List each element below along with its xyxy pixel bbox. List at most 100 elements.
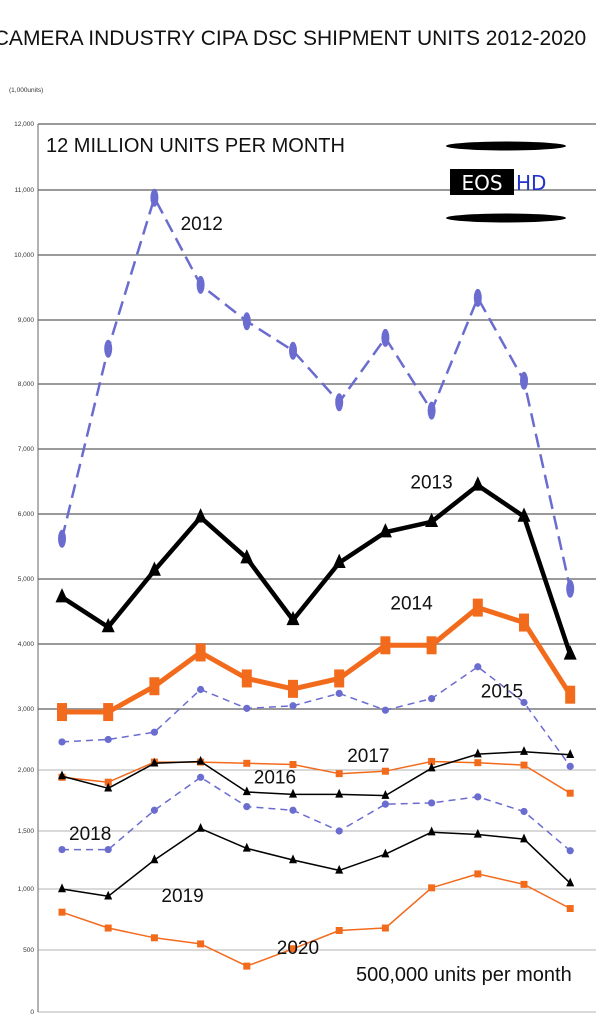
bottom-note: 500,000 units per month — [356, 964, 572, 986]
data-point — [381, 328, 390, 347]
data-point — [520, 833, 528, 843]
data-point — [566, 789, 574, 797]
data-point — [289, 806, 297, 814]
data-point — [58, 770, 66, 780]
data-point — [473, 828, 482, 838]
data-point — [55, 588, 69, 603]
data-point — [242, 786, 251, 796]
logo-top-lens-bar — [446, 141, 566, 151]
y-tick-label: 3,000 — [18, 706, 35, 713]
unit-label: (1,000units) — [9, 87, 43, 94]
data-point — [150, 188, 159, 207]
y-tick-label: 6,000 — [18, 511, 35, 518]
series-label-2014: 2014 — [390, 594, 433, 615]
data-point — [566, 847, 574, 855]
data-point — [427, 762, 436, 772]
eoshd-logo: EOS HD — [446, 141, 566, 223]
data-point — [520, 761, 528, 769]
data-point — [150, 757, 159, 767]
data-point — [563, 645, 577, 660]
logo-hd-text: HD — [516, 171, 546, 195]
data-point — [428, 695, 436, 703]
y-tick-label: 12,000 — [14, 121, 34, 128]
series-label-2020: 2020 — [277, 938, 319, 959]
series-2016 — [58, 746, 575, 799]
data-point — [566, 905, 574, 913]
data-point — [381, 790, 390, 799]
series-label-2013: 2013 — [410, 472, 452, 493]
data-point — [289, 341, 297, 360]
data-point — [473, 288, 482, 307]
data-point — [57, 703, 67, 722]
data-point — [197, 940, 205, 948]
data-point — [196, 755, 205, 765]
y-tick-label: 10,000 — [14, 252, 34, 259]
data-point — [243, 803, 251, 811]
data-point — [335, 864, 344, 874]
gridlines — [38, 123, 596, 1013]
series-labels: 2012 2013 2014 2015 2017 2016 2018 2019 2020 — [69, 214, 523, 959]
data-point — [196, 822, 205, 832]
data-point — [289, 702, 297, 710]
top-note: 12 MILLION UNITS PER MONTH — [46, 135, 345, 157]
series-2014 — [57, 598, 576, 722]
data-point — [380, 636, 391, 655]
data-point — [286, 610, 300, 626]
series-2019 — [58, 822, 575, 900]
data-point — [520, 807, 528, 816]
data-point — [58, 529, 66, 548]
data-point — [289, 761, 297, 769]
data-point — [425, 512, 439, 527]
data-point — [150, 934, 158, 942]
data-point — [520, 746, 528, 755]
series-2020 — [58, 870, 574, 970]
data-point — [195, 643, 206, 662]
series-label-2015: 2015 — [481, 682, 523, 703]
data-point — [381, 848, 390, 858]
data-point — [196, 275, 205, 294]
data-point — [472, 598, 483, 617]
data-point — [520, 371, 528, 390]
series-2013 — [55, 476, 577, 660]
data-point — [242, 842, 251, 852]
series-label-2019: 2019 — [161, 886, 203, 907]
series-line-2020 — [61, 873, 571, 967]
logo-eos-text: EOS — [461, 171, 502, 195]
data-point — [335, 926, 343, 934]
data-point — [335, 689, 343, 698]
y-tick-label: 1,000 — [18, 886, 35, 893]
data-point — [566, 877, 575, 887]
series-line-2015 — [61, 666, 571, 767]
data-point — [101, 618, 115, 633]
data-point — [150, 728, 158, 736]
series-line-2019 — [61, 827, 571, 898]
data-point — [381, 767, 389, 775]
data-point — [243, 962, 251, 970]
data-point — [103, 703, 114, 722]
data-point — [289, 854, 297, 864]
series-2018 — [58, 773, 574, 855]
data-point — [381, 706, 389, 714]
series-label-2018: 2018 — [69, 824, 111, 845]
data-point — [335, 827, 343, 835]
series-label-2017: 2017 — [347, 746, 389, 767]
data-point — [517, 507, 531, 522]
top-note-background — [40, 130, 322, 160]
data-point — [194, 508, 208, 523]
data-point — [428, 757, 436, 765]
data-point — [240, 549, 254, 564]
data-point — [520, 698, 528, 707]
series-2015 — [58, 663, 574, 770]
data-point — [147, 561, 161, 576]
bottom-note-background — [350, 958, 590, 988]
y-tick-label: 7,000 — [18, 446, 35, 453]
data-point — [381, 800, 389, 808]
data-point — [473, 748, 482, 758]
series-line-2014 — [62, 605, 573, 715]
data-point — [197, 773, 205, 781]
y-tick-label: 5,000 — [18, 576, 35, 583]
data-point — [426, 636, 437, 655]
data-point — [474, 759, 482, 767]
data-point — [104, 778, 112, 786]
